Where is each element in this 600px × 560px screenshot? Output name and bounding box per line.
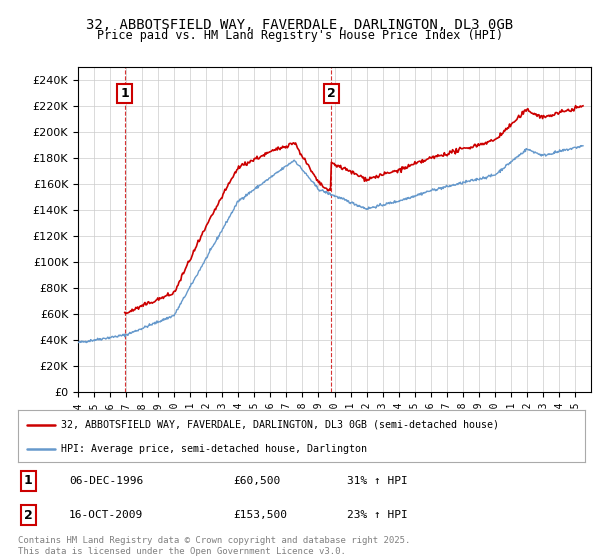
Text: HPI: Average price, semi-detached house, Darlington: HPI: Average price, semi-detached house,… [61,444,367,454]
Text: 2: 2 [24,508,32,521]
Text: 31% ↑ HPI: 31% ↑ HPI [347,476,407,486]
Text: £60,500: £60,500 [233,476,281,486]
Text: 1: 1 [121,87,129,100]
Text: 2: 2 [327,87,335,100]
Text: 32, ABBOTSFIELD WAY, FAVERDALE, DARLINGTON, DL3 0GB: 32, ABBOTSFIELD WAY, FAVERDALE, DARLINGT… [86,18,514,32]
Text: 06-DEC-1996: 06-DEC-1996 [69,476,143,486]
Text: 16-OCT-2009: 16-OCT-2009 [69,510,143,520]
Text: Price paid vs. HM Land Registry's House Price Index (HPI): Price paid vs. HM Land Registry's House … [97,29,503,42]
Text: £153,500: £153,500 [233,510,287,520]
Text: 32, ABBOTSFIELD WAY, FAVERDALE, DARLINGTON, DL3 0GB (semi-detached house): 32, ABBOTSFIELD WAY, FAVERDALE, DARLINGT… [61,420,499,430]
Text: 1: 1 [24,474,32,487]
Text: 23% ↑ HPI: 23% ↑ HPI [347,510,407,520]
Text: Contains HM Land Registry data © Crown copyright and database right 2025.
This d: Contains HM Land Registry data © Crown c… [18,536,410,556]
